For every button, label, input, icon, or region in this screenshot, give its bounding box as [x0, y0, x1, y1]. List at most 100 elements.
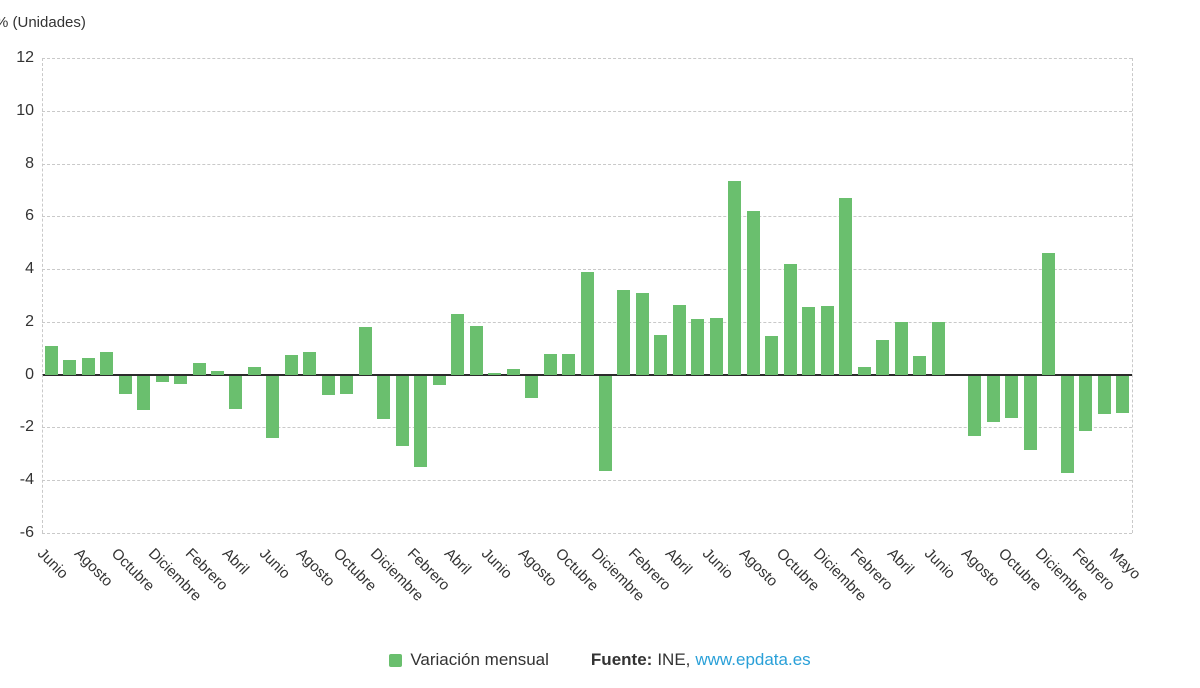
bar[interactable] — [1042, 253, 1056, 375]
bar[interactable] — [100, 352, 114, 375]
bar[interactable] — [913, 356, 927, 375]
gridline — [42, 163, 1132, 165]
bar[interactable] — [931, 321, 945, 375]
bar[interactable] — [857, 366, 871, 375]
legend-swatch-icon — [389, 653, 403, 667]
bar[interactable] — [81, 357, 95, 375]
bar[interactable] — [1023, 375, 1037, 450]
bar[interactable] — [506, 369, 520, 375]
bar[interactable] — [44, 345, 58, 375]
x-axis-label: Agosto — [292, 545, 338, 591]
bar[interactable] — [284, 354, 298, 375]
bar[interactable] — [746, 211, 760, 375]
bar[interactable] — [377, 375, 391, 420]
bar[interactable] — [432, 375, 446, 385]
x-axis-label: Agosto — [71, 545, 117, 591]
bar[interactable] — [1097, 375, 1111, 414]
bar[interactable] — [321, 375, 335, 396]
bar[interactable] — [1005, 375, 1019, 418]
bar[interactable] — [986, 375, 1000, 422]
bar[interactable] — [1060, 375, 1074, 474]
zero-line — [42, 373, 1132, 376]
bar[interactable] — [562, 353, 576, 375]
source-link[interactable]: www.epdata.es — [695, 650, 811, 669]
bar[interactable] — [211, 370, 224, 375]
x-axis-label: Abril — [884, 545, 918, 579]
gridline — [42, 480, 1132, 482]
x-axis-label: Junio — [477, 545, 515, 583]
bar[interactable] — [488, 373, 502, 375]
bar[interactable] — [358, 327, 372, 375]
y-tick-label: 10 — [16, 101, 34, 119]
bar[interactable] — [63, 360, 77, 375]
bar[interactable] — [229, 375, 243, 409]
source-text: Fuente: INE, www.epdata.es — [591, 650, 811, 670]
bar[interactable] — [414, 375, 428, 467]
bar[interactable] — [876, 340, 890, 375]
y-tick-label: -2 — [19, 418, 34, 436]
bar[interactable] — [266, 375, 280, 438]
bar[interactable] — [395, 375, 409, 446]
bar[interactable] — [968, 375, 982, 437]
y-tick-label: 2 — [25, 312, 34, 330]
bar[interactable] — [247, 366, 261, 375]
plot-border — [1132, 58, 1133, 533]
y-tick-label: 8 — [25, 154, 34, 172]
bar[interactable] — [155, 375, 169, 383]
source-name: INE, — [657, 650, 691, 669]
gridline — [42, 427, 1132, 429]
legend-label: Variación mensual — [410, 650, 549, 669]
x-axis-label: Agosto — [514, 545, 560, 591]
x-axis-label: Abril — [440, 545, 474, 579]
source-label: Fuente: — [590, 650, 653, 669]
bar[interactable] — [1079, 375, 1093, 432]
bar[interactable] — [192, 362, 206, 375]
bar[interactable] — [137, 375, 151, 410]
legend-item-variacion-mensual[interactable]: Variación mensual — [389, 650, 549, 670]
gridline — [42, 533, 1132, 534]
bar[interactable] — [1116, 375, 1130, 413]
bar[interactable] — [765, 336, 779, 375]
bar[interactable] — [783, 263, 797, 375]
bar[interactable] — [340, 375, 354, 395]
gridline — [42, 110, 1132, 112]
y-tick-label: 12 — [16, 49, 34, 66]
y-tick-label: -6 — [19, 524, 34, 541]
bar[interactable] — [820, 306, 834, 375]
bar[interactable] — [451, 313, 465, 375]
y-tick-label: 4 — [25, 260, 34, 278]
bar[interactable] — [691, 319, 705, 375]
bar[interactable] — [654, 335, 668, 375]
gridline — [42, 216, 1132, 218]
x-axis-label: Agosto — [957, 545, 1003, 591]
bar[interactable] — [709, 317, 723, 375]
chart-footer: Variación mensual Fuente: INE, www.epdat… — [0, 650, 1200, 670]
x-axis-label: Agosto — [736, 545, 782, 591]
bar[interactable] — [802, 307, 816, 375]
bar[interactable] — [303, 352, 317, 375]
x-axis-label: Abril — [662, 545, 696, 579]
y-tick-label: 0 — [25, 365, 34, 383]
bar[interactable] — [635, 292, 649, 375]
x-axis-label: Junio — [920, 545, 959, 583]
bar[interactable] — [469, 325, 483, 375]
x-axis-label: Abril — [218, 545, 253, 579]
bar[interactable] — [672, 304, 686, 375]
gridline — [42, 58, 1132, 59]
x-axis-label: Junio — [255, 545, 294, 583]
y-axis-title: % (Unidades) — [0, 14, 86, 31]
bar[interactable] — [118, 375, 132, 395]
bar[interactable] — [543, 353, 557, 375]
gridline — [42, 269, 1132, 271]
x-axis-label: Junio — [34, 545, 72, 583]
bar[interactable] — [598, 375, 612, 471]
y-tick-label: 6 — [25, 207, 34, 225]
bar[interactable] — [174, 375, 188, 384]
bar[interactable] — [617, 290, 631, 375]
bar[interactable] — [894, 321, 908, 375]
bar[interactable] — [580, 271, 594, 375]
bar[interactable] — [728, 180, 742, 375]
bar[interactable] — [839, 197, 853, 375]
bar[interactable] — [525, 375, 539, 399]
